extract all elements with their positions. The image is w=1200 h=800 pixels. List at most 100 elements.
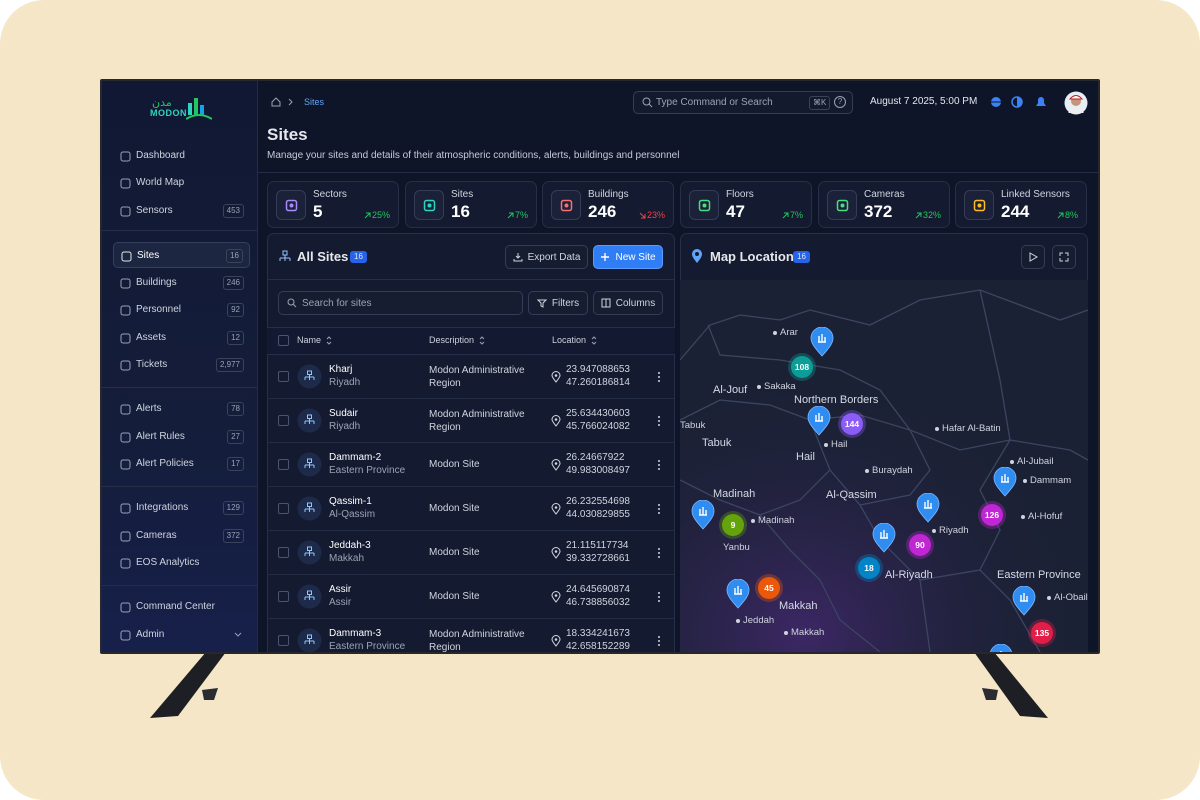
nav-item[interactable]: Cameras 372 xyxy=(113,523,250,549)
nav-icon xyxy=(120,178,131,189)
nav-item[interactable]: Dashboard xyxy=(113,143,250,169)
nav-label: World Map xyxy=(136,177,185,188)
command-search[interactable] xyxy=(633,91,853,114)
help-button[interactable]: ? xyxy=(834,96,846,108)
city-label: Riyadh xyxy=(939,525,969,536)
nav-item[interactable]: Alert Rules 27 xyxy=(113,424,250,450)
row-checkbox[interactable] xyxy=(278,459,289,470)
nav-item[interactable]: Assets 12 xyxy=(113,325,250,351)
select-all-checkbox[interactable] xyxy=(278,335,289,346)
row-menu[interactable] xyxy=(657,371,661,383)
location-icon xyxy=(551,635,561,647)
export-button[interactable]: Export Data xyxy=(505,245,588,269)
site-pin[interactable] xyxy=(1012,586,1036,616)
nav-item[interactable]: Sensors 453 xyxy=(113,198,250,224)
site-region: Riyadh xyxy=(329,421,361,432)
cluster[interactable]: 9 xyxy=(722,514,744,536)
site-pin[interactable] xyxy=(872,523,896,553)
table-row[interactable] xyxy=(267,399,675,443)
cluster[interactable]: 108 xyxy=(791,356,813,378)
search-placeholder: Search for sites xyxy=(302,297,372,309)
row-menu[interactable] xyxy=(657,635,661,647)
row-menu[interactable] xyxy=(657,591,661,603)
row-menu[interactable] xyxy=(657,503,661,515)
city-label: Al-Jubail xyxy=(1017,456,1054,467)
nav-item[interactable]: Integrations 129 xyxy=(113,495,250,521)
cluster[interactable]: 45 xyxy=(758,577,780,599)
nav-item[interactable]: World Map xyxy=(113,170,250,196)
map-clip: Al-Jouf Northern Borders Tabuk Hail Madinah A… xyxy=(680,280,1088,652)
site-avatar xyxy=(297,496,322,521)
nav-item[interactable]: Admin xyxy=(113,622,250,648)
site-pin[interactable] xyxy=(807,406,831,436)
table-row[interactable] xyxy=(267,443,675,487)
row-checkbox[interactable] xyxy=(278,635,289,646)
row-checkbox[interactable] xyxy=(278,591,289,602)
city-dot xyxy=(773,331,777,335)
row-checkbox[interactable] xyxy=(278,547,289,558)
nav-item[interactable]: Alert Policies 17 xyxy=(113,451,250,477)
site-pin[interactable] xyxy=(726,579,750,609)
location-icon xyxy=(551,415,561,427)
column-header[interactable]: Name xyxy=(297,335,332,345)
stat-change-value: 8% xyxy=(1064,210,1078,220)
home-icon[interactable] xyxy=(270,96,282,108)
tv-stand xyxy=(982,688,998,700)
site-name: Dammam-2 xyxy=(329,452,382,463)
row-menu[interactable] xyxy=(657,547,661,559)
table-header xyxy=(267,327,675,355)
nav-item[interactable]: Personnel 92 xyxy=(113,297,250,323)
button-label: Filters xyxy=(551,297,580,309)
nav-divider xyxy=(102,486,258,487)
site-pin[interactable] xyxy=(993,467,1017,497)
nav-item[interactable]: Tickets 2,977 xyxy=(113,352,250,378)
row-menu[interactable] xyxy=(657,459,661,471)
fullscreen-button[interactable] xyxy=(1052,245,1076,269)
site-longitude: 49.983008497 xyxy=(566,465,630,476)
nav-item[interactable]: Buildings 246 xyxy=(113,270,250,296)
stat-icon xyxy=(964,190,994,220)
stat-card: Floors 47 7% xyxy=(680,181,812,228)
stat-card: Buildings 246 23% xyxy=(542,181,674,228)
cluster[interactable]: 18 xyxy=(858,557,880,579)
cluster[interactable]: 135 xyxy=(1031,622,1053,644)
stat-icon xyxy=(414,190,444,220)
column-header[interactable]: Description xyxy=(429,335,485,345)
filters-button[interactable]: Filters xyxy=(528,291,588,315)
site-pin[interactable] xyxy=(810,327,834,357)
table-row[interactable] xyxy=(267,575,675,619)
site-pin[interactable] xyxy=(916,493,940,523)
stat-card: Sites 16 7% xyxy=(405,181,537,228)
location-icon xyxy=(551,503,561,515)
row-checkbox[interactable] xyxy=(278,371,289,382)
nav-item[interactable]: EOS Analytics xyxy=(113,550,250,576)
button-label: Columns xyxy=(615,297,656,309)
cluster[interactable]: 126 xyxy=(981,504,1003,526)
site-pin[interactable] xyxy=(989,644,1013,652)
column-header[interactable]: Location xyxy=(552,335,597,345)
nav-item[interactable]: Command Center xyxy=(113,594,250,620)
nav-label: Sites xyxy=(137,250,160,261)
columns-button[interactable]: Columns xyxy=(593,291,663,315)
row-checkbox[interactable] xyxy=(278,503,289,514)
stat-icon-glyph xyxy=(973,199,986,212)
row-menu[interactable] xyxy=(657,415,661,427)
header-icons[interactable] xyxy=(990,96,1050,108)
play-button[interactable] xyxy=(1021,245,1045,269)
breadcrumb-current[interactable]: Sites xyxy=(304,97,325,107)
table-row[interactable] xyxy=(267,531,675,575)
cluster[interactable]: 90 xyxy=(909,534,931,556)
stat-icon xyxy=(276,190,306,220)
sites-search[interactable]: Search for sites xyxy=(278,291,523,315)
new-site-button[interactable]: New Site xyxy=(593,245,663,269)
table-row[interactable] xyxy=(267,487,675,531)
site-pin[interactable] xyxy=(691,500,715,530)
nav-count: 2,977 xyxy=(215,358,244,372)
nav-item[interactable]: Sites 16 xyxy=(113,242,250,268)
avatar[interactable] xyxy=(1064,91,1088,115)
table-row[interactable] xyxy=(267,355,675,399)
row-checkbox[interactable] xyxy=(278,415,289,426)
nav-item[interactable]: Alerts 78 xyxy=(113,396,250,422)
cluster[interactable]: 144 xyxy=(841,413,863,435)
